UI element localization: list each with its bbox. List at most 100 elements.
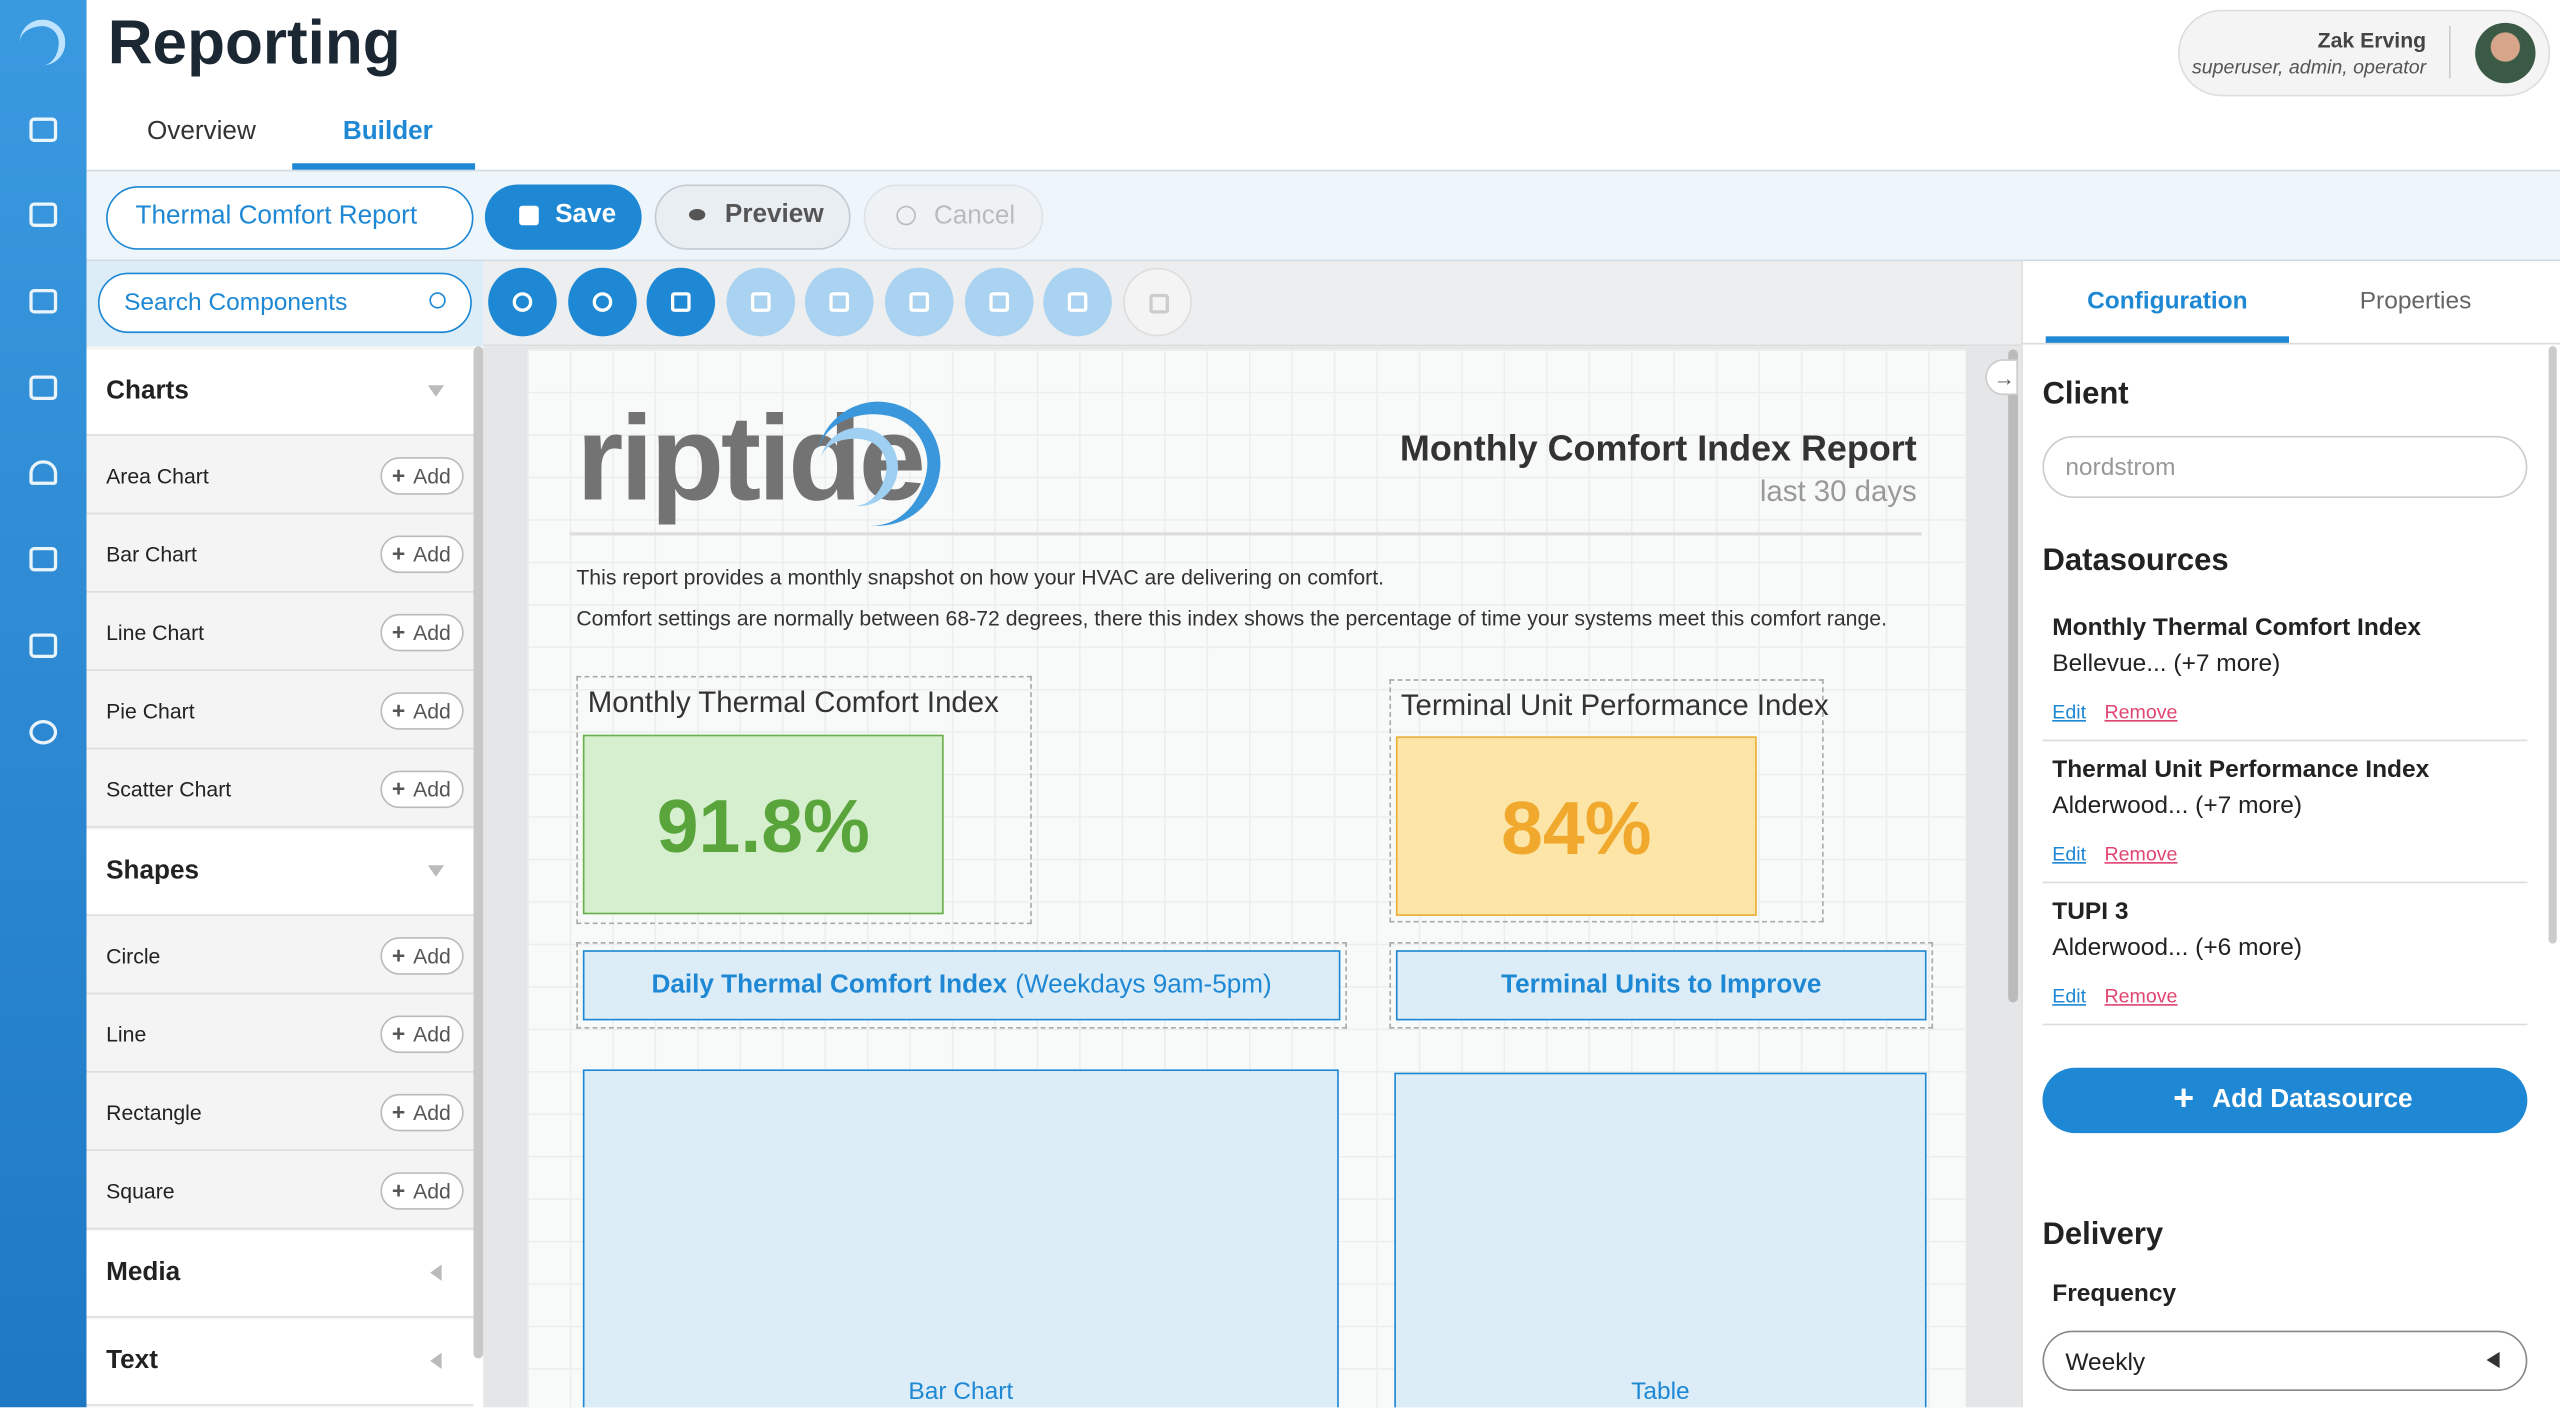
client-input[interactable]: nordstrom <box>2042 435 2528 498</box>
tab[interactable]: Builder <box>342 117 433 146</box>
tool-icon <box>671 292 691 312</box>
report-name-input[interactable]: Thermal Comfort Report <box>106 186 474 250</box>
datasource-locations: Alderwood... (+7 more) <box>2052 791 2303 820</box>
add-datasource-button[interactable]: Add Datasource <box>2042 1067 2528 1134</box>
nav-icon[interactable] <box>29 117 58 143</box>
section-title: Charts <box>106 377 189 405</box>
panel-tab[interactable]: Properties <box>2359 287 2472 316</box>
add-plus: + <box>391 697 406 724</box>
component-name: Line Chart <box>106 620 205 645</box>
widget-frame[interactable] <box>576 675 1032 925</box>
nav-icon[interactable] <box>29 546 58 572</box>
tool-button[interactable] <box>1122 267 1192 337</box>
add-button[interactable]: Add <box>380 1015 464 1054</box>
add-button[interactable]: Add <box>380 1093 464 1132</box>
nav-logo[interactable] <box>19 19 66 66</box>
add-button[interactable]: Add <box>380 535 464 574</box>
panel-tab-underline <box>2045 336 2289 343</box>
frequency-select[interactable]: Weekly <box>2042 1330 2528 1392</box>
section-frame <box>1389 942 1934 1029</box>
tool-button[interactable] <box>646 267 716 337</box>
tool-button[interactable] <box>567 267 637 337</box>
tool-icon <box>1068 292 1088 312</box>
section-title: Media <box>106 1258 181 1287</box>
add-button[interactable]: Add <box>380 613 464 652</box>
user-roles: superuser, admin, operator <box>2191 55 2427 79</box>
panel-scrollbar <box>2548 346 2557 944</box>
placeholder-label: Bar Chart <box>908 1377 1014 1406</box>
datasource-name: TUPI 3 <box>2052 897 2129 926</box>
collapse-button[interactable]: → <box>1985 359 2018 396</box>
pill-divider <box>2448 26 2451 79</box>
section-header[interactable] <box>86 1231 474 1318</box>
section-header-box[interactable]: Daily Thermal Comfort Index (Weekdays 9am… <box>582 950 1341 1021</box>
save-icon <box>519 205 539 226</box>
component-name: Square <box>106 1178 175 1204</box>
datasource-locations: Bellevue... (+7 more) <box>2052 649 2281 678</box>
edit-link[interactable]: Edit <box>2052 700 2087 724</box>
edit-link[interactable]: Edit <box>2052 842 2087 866</box>
tool-button[interactable] <box>726 267 795 337</box>
tool-icon <box>988 292 1009 312</box>
datasource-name: Thermal Unit Performance Index <box>2052 755 2430 784</box>
section-title: Shapes <box>106 857 200 885</box>
tool-icon <box>830 292 850 312</box>
remove-link[interactable]: Remove <box>2104 700 2178 724</box>
logo: riptide <box>576 390 926 526</box>
nav-icon[interactable] <box>29 720 58 745</box>
datasource-divider <box>2042 1023 2528 1026</box>
save-button[interactable]: Save <box>484 184 642 250</box>
section-caret <box>427 865 445 877</box>
cancel-button[interactable]: Cancel <box>863 184 1044 250</box>
section-header-box[interactable]: Terminal Units to Improve <box>1395 950 1927 1021</box>
tool-icon <box>909 292 929 312</box>
nav-icon[interactable] <box>29 633 58 658</box>
section-caret <box>427 385 445 397</box>
nav-icon[interactable] <box>29 202 58 227</box>
panel-tab[interactable]: Configuration <box>2087 287 2248 316</box>
nav-icon[interactable] <box>29 288 58 314</box>
field-sublabel: Frequency <box>2052 1280 2177 1308</box>
field-label: Datasources <box>2042 543 2229 578</box>
component-name: Area Chart <box>106 463 209 489</box>
tool-button[interactable] <box>488 267 557 337</box>
widget-title: Monthly Thermal Comfort Index <box>587 685 999 719</box>
tab-underline <box>292 163 476 170</box>
field-label: Delivery <box>2042 1217 2164 1253</box>
section-header[interactable] <box>86 1319 474 1406</box>
nav-icon[interactable] <box>29 460 58 485</box>
add-button[interactable]: Add <box>380 457 464 495</box>
cancel-icon <box>896 205 916 226</box>
tool-button[interactable] <box>964 267 1033 337</box>
avatar <box>2475 22 2536 84</box>
widget-title: Terminal Unit Performance Index <box>1400 688 1829 722</box>
add-plus: + <box>391 462 406 489</box>
component-name: Rectangle <box>106 1100 202 1125</box>
component-name: Circle <box>106 943 161 969</box>
tool-button[interactable] <box>805 267 875 337</box>
component-name: Pie Chart <box>106 698 195 724</box>
add-button[interactable]: Add <box>380 692 464 730</box>
search-input[interactable]: Search Components <box>97 272 472 334</box>
tool-button[interactable] <box>884 267 954 337</box>
remove-link[interactable]: Remove <box>2104 984 2178 1008</box>
tab[interactable]: Overview <box>146 117 256 146</box>
nav-bar <box>0 0 87 1408</box>
preview-button[interactable]: Preview <box>654 184 851 250</box>
add-plus: + <box>2173 1077 2195 1119</box>
add-button[interactable]: Add <box>380 937 464 975</box>
report-subtitle: last 30 days <box>1759 475 1917 508</box>
section-caret <box>430 1352 442 1369</box>
add-plus: + <box>391 618 406 645</box>
search-icon <box>429 292 446 309</box>
user-name: Zak Erving <box>2317 27 2427 53</box>
widget-frame[interactable] <box>1389 679 1824 923</box>
nav-icon[interactable] <box>29 375 58 401</box>
add-button[interactable]: Add <box>380 1172 464 1210</box>
tool-button[interactable] <box>1043 267 1113 337</box>
edit-link[interactable]: Edit <box>2052 984 2087 1008</box>
add-button[interactable]: Add <box>380 770 464 809</box>
remove-link[interactable]: Remove <box>2104 842 2178 866</box>
section-header[interactable] <box>86 349 474 436</box>
section-header[interactable] <box>86 829 474 916</box>
